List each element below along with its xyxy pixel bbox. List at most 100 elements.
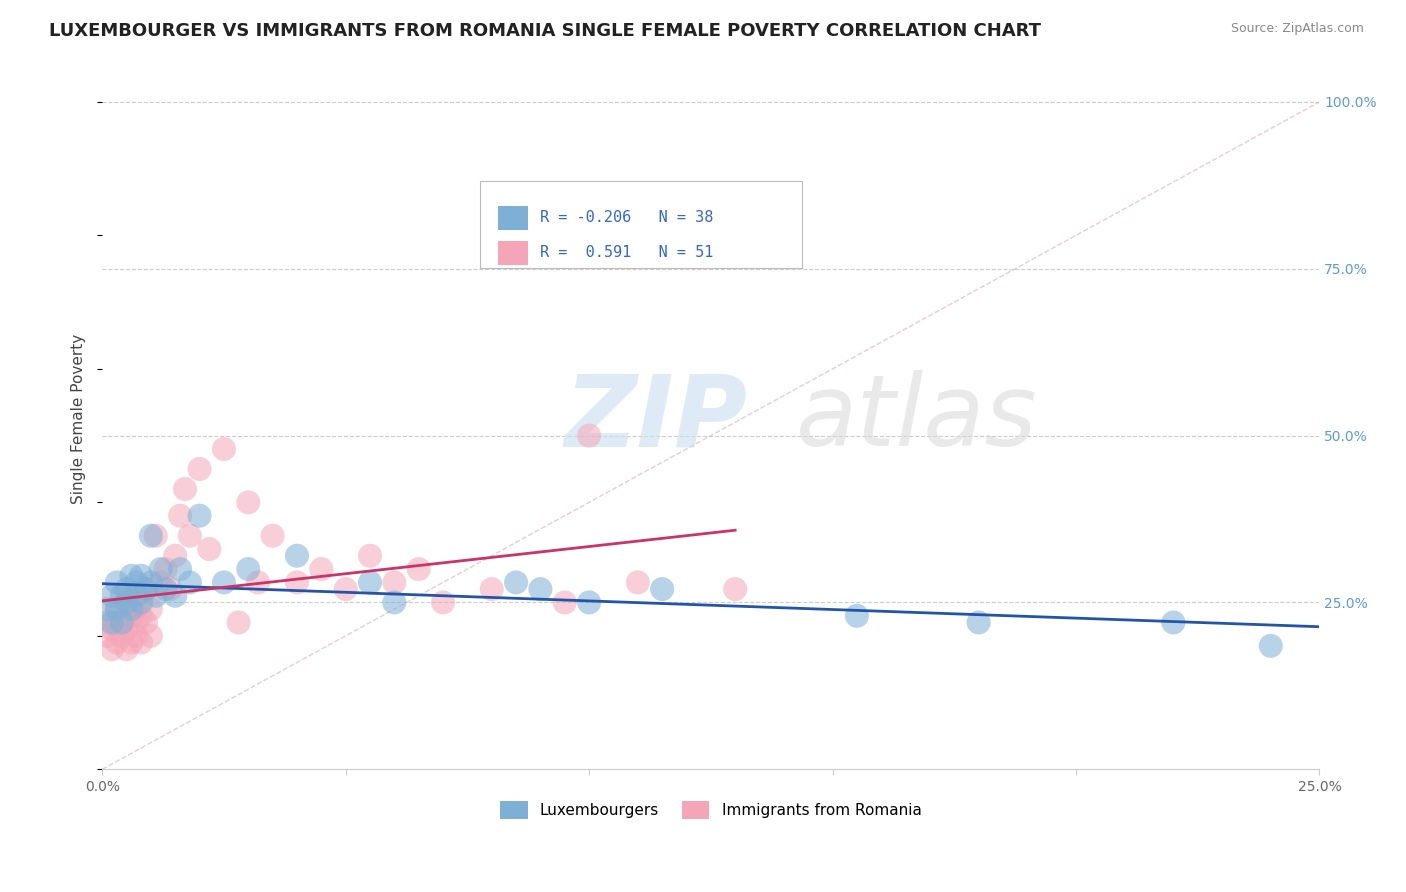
Point (169, 508, 191, 523)
Point (139, 629, 162, 643)
Point (111, 615, 134, 630)
Point (335, 582, 357, 596)
Point (111, 615, 134, 630)
Point (120, 602, 142, 616)
Y-axis label: Single Female Poverty: Single Female Poverty (72, 334, 86, 504)
Point (125, 602, 148, 616)
Point (359, 549, 381, 563)
Point (129, 595, 152, 609)
Point (105, 635, 128, 649)
Point (1260, 639, 1282, 653)
Point (212, 575, 235, 590)
Point (139, 602, 162, 616)
Point (139, 529, 162, 543)
Point (129, 635, 152, 649)
Point (554, 595, 576, 609)
Point (262, 529, 284, 543)
Point (111, 589, 134, 603)
Point (129, 608, 152, 623)
Bar (498, 241, 529, 265)
Point (115, 622, 138, 636)
Point (967, 615, 990, 630)
Point (105, 602, 128, 616)
Point (228, 615, 250, 630)
Point (1163, 615, 1185, 630)
Point (198, 542, 221, 557)
Point (165, 589, 187, 603)
Point (125, 589, 148, 603)
Point (135, 615, 157, 630)
Point (145, 589, 167, 603)
Legend: Luxembourgers, Immigrants from Romania: Luxembourgers, Immigrants from Romania (494, 795, 928, 825)
Point (159, 582, 181, 596)
Point (96, 615, 118, 630)
Point (174, 482, 197, 496)
Point (105, 602, 128, 616)
Point (149, 562, 172, 576)
Point (129, 568, 152, 582)
Point (238, 495, 260, 509)
Point (212, 442, 235, 456)
Point (188, 508, 211, 523)
Point (651, 582, 673, 596)
Point (188, 462, 211, 476)
Point (101, 589, 124, 603)
Text: LUXEMBOURGER VS IMMIGRANTS FROM ROMANIA SINGLE FEMALE POVERTY CORRELATION CHART: LUXEMBOURGER VS IMMIGRANTS FROM ROMANIA … (49, 22, 1042, 40)
Point (627, 575, 650, 590)
Text: Source: ZipAtlas.com: Source: ZipAtlas.com (1230, 22, 1364, 36)
Point (505, 575, 527, 590)
Point (101, 642, 124, 657)
Point (101, 622, 124, 636)
Point (96, 602, 118, 616)
Text: R = -0.206   N = 38: R = -0.206 N = 38 (540, 211, 714, 226)
Point (135, 582, 157, 596)
Point (285, 549, 308, 563)
Point (578, 595, 600, 609)
Point (359, 575, 381, 590)
Point (145, 529, 167, 543)
Text: R =  0.591   N = 51: R = 0.591 N = 51 (540, 245, 714, 260)
Point (845, 608, 868, 623)
Point (149, 575, 172, 590)
Point (115, 595, 138, 609)
Point (125, 575, 148, 590)
Point (179, 529, 201, 543)
Point (247, 575, 270, 590)
Point (101, 615, 124, 630)
Point (105, 575, 128, 590)
Point (481, 582, 503, 596)
Text: atlas: atlas (796, 370, 1038, 467)
Point (285, 575, 308, 590)
Point (179, 575, 201, 590)
Point (115, 642, 138, 657)
Point (432, 595, 454, 609)
Point (115, 595, 138, 609)
Point (139, 575, 162, 590)
Bar (498, 206, 529, 230)
Point (529, 582, 551, 596)
Point (125, 615, 148, 630)
Point (120, 568, 142, 582)
Point (105, 615, 128, 630)
Point (96, 629, 118, 643)
Point (135, 582, 157, 596)
FancyBboxPatch shape (479, 181, 803, 268)
Point (115, 582, 138, 596)
Point (120, 589, 142, 603)
Point (382, 575, 405, 590)
Point (724, 582, 747, 596)
Text: ZIP: ZIP (565, 370, 748, 467)
Point (120, 608, 142, 623)
Point (311, 562, 333, 576)
Point (238, 562, 260, 576)
Point (408, 562, 430, 576)
Point (155, 582, 177, 596)
Point (111, 629, 134, 643)
Point (125, 629, 148, 643)
Point (169, 562, 191, 576)
Point (120, 635, 142, 649)
Point (578, 428, 600, 442)
Point (165, 549, 187, 563)
Point (155, 562, 177, 576)
Point (382, 595, 405, 609)
